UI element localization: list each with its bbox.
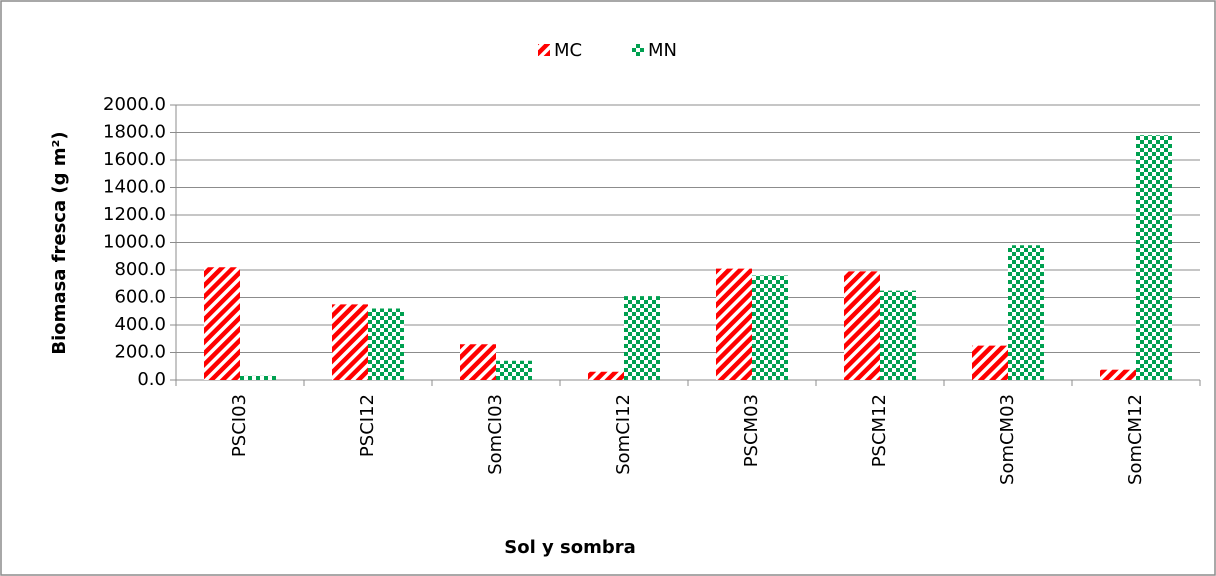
- bar: [1100, 369, 1136, 380]
- y-tick-label: 0.0: [137, 369, 166, 390]
- bar: [240, 375, 276, 380]
- bar: [624, 296, 660, 380]
- bar: [368, 308, 404, 380]
- bar: [1136, 135, 1172, 380]
- y-tick-label: 200.0: [114, 342, 166, 363]
- bar: [972, 345, 1008, 380]
- bar: [332, 304, 368, 380]
- y-tick-label: 2000.0: [103, 94, 166, 115]
- y-tick-label: 400.0: [114, 314, 166, 335]
- bar: [716, 268, 752, 380]
- bar: [1008, 245, 1044, 380]
- y-tick-label: 1200.0: [103, 204, 166, 225]
- y-tick-label: 600.0: [114, 287, 166, 308]
- x-tick-label: PSCM03: [741, 394, 762, 467]
- bar: [496, 360, 532, 380]
- y-tick-label: 1600.0: [103, 149, 166, 170]
- y-tick-label: 1000.0: [103, 232, 166, 253]
- y-axis-title: Biomasa fresca (g m²): [49, 131, 70, 354]
- x-tick-label: PSCI03: [229, 394, 250, 457]
- y-tick-label: 1400.0: [103, 177, 166, 198]
- x-axis-title: Sol y sombra: [504, 537, 636, 558]
- bar: [752, 275, 788, 380]
- legend-label: MN: [648, 40, 677, 61]
- bar: [880, 290, 916, 380]
- bar: [460, 344, 496, 380]
- legend-swatch: [538, 44, 550, 56]
- x-tick-label: PSCM12: [869, 394, 890, 467]
- bar: [204, 267, 240, 380]
- x-tick-label: SomCI12: [613, 394, 634, 475]
- x-tick-label: SomCI03: [485, 394, 506, 475]
- legend-swatch: [632, 44, 644, 56]
- x-tick-label: PSCI12: [357, 394, 378, 457]
- y-tick-label: 1800.0: [103, 122, 166, 143]
- x-tick-label: SomCM12: [1125, 394, 1146, 485]
- bar: [588, 371, 624, 380]
- legend-label: MC: [554, 40, 582, 61]
- bar: [844, 271, 880, 380]
- y-tick-label: 800.0: [114, 259, 166, 280]
- x-tick-label: SomCM03: [997, 394, 1018, 485]
